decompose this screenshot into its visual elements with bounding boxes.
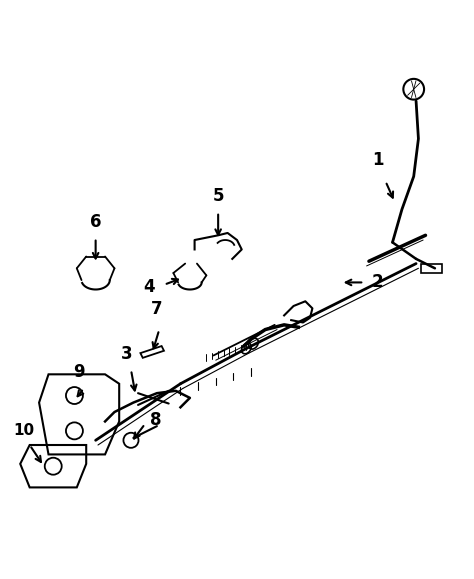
Text: 8: 8 <box>150 412 161 430</box>
Text: 3: 3 <box>120 345 132 362</box>
Text: 5: 5 <box>212 186 224 205</box>
Text: 1: 1 <box>373 151 384 169</box>
Text: 9: 9 <box>73 364 85 382</box>
Text: 10: 10 <box>13 423 35 438</box>
Text: 4: 4 <box>143 278 155 296</box>
Text: 2: 2 <box>371 273 383 291</box>
Text: 7: 7 <box>151 300 163 318</box>
Text: 6: 6 <box>90 212 101 230</box>
